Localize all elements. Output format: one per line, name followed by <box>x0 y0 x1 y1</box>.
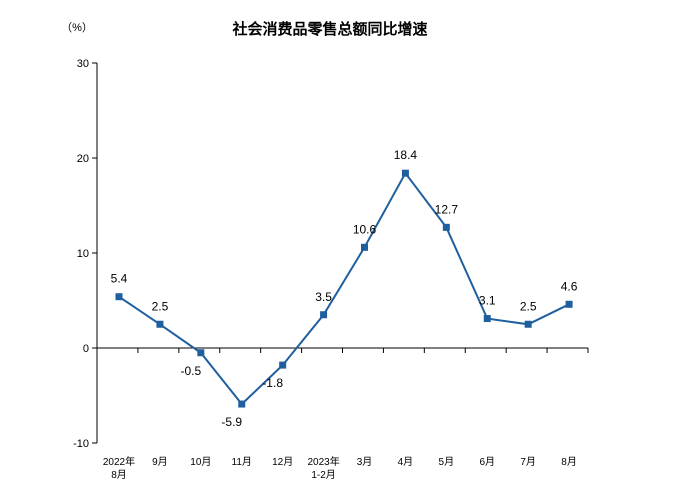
data-label: 18.4 <box>394 148 418 162</box>
data-label: 12.7 <box>435 202 459 216</box>
x-tick-label: 7月 <box>520 456 536 468</box>
data-label: 5.4 <box>111 272 128 286</box>
x-tick-label: 12月 <box>272 456 293 468</box>
y-unit-label: （%） <box>61 21 93 34</box>
y-axis-ticks: -10 0 10 20 30 <box>73 58 97 450</box>
y-tick-label: 10 <box>77 248 89 260</box>
series-markers <box>115 169 573 408</box>
data-point <box>279 361 287 369</box>
x-tick-label: 2023年 <box>307 455 339 468</box>
x-tick-label: 11月 <box>232 456 252 468</box>
data-label: -5.9 <box>221 415 242 429</box>
y-tick-label: 20 <box>77 153 89 165</box>
x-tick-label: 10月 <box>190 456 211 468</box>
x-tick-label: 8月 <box>561 456 577 468</box>
data-label: 2.5 <box>520 299 537 313</box>
data-point <box>361 243 368 251</box>
data-point <box>197 349 205 357</box>
data-label: 10.6 <box>353 222 377 236</box>
x-tick-label: 1-2月 <box>311 469 335 481</box>
data-label: 4.6 <box>561 279 578 293</box>
data-label: 3.1 <box>479 294 496 308</box>
data-point <box>238 400 246 408</box>
series-line <box>118 171 570 406</box>
data-label: -1.8 <box>262 376 283 390</box>
x-tick-label: 6月 <box>479 456 495 468</box>
x-tick-label: 3月 <box>357 456 373 468</box>
x-tick-label: 8月 <box>111 469 127 481</box>
chart-title: 社会消费品零售总额同比增速 <box>231 20 427 38</box>
data-label: 2.5 <box>152 299 169 313</box>
x-tick-label: 5月 <box>439 456 455 468</box>
x-tick-label: 2022年 <box>103 455 135 468</box>
axes <box>96 63 588 443</box>
data-point <box>565 300 573 308</box>
y-tick-label: 30 <box>77 58 89 70</box>
data-point <box>115 293 123 301</box>
data-label: -0.5 <box>180 364 201 378</box>
y-tick-label: 0 <box>83 343 89 355</box>
data-label: 3.5 <box>315 290 332 304</box>
data-point <box>320 311 328 319</box>
data-point <box>156 320 164 328</box>
data-labels: 5.4 2.5 -0.5 -5.9 -1.8 3.5 10.6 18.4 12.7 3.1 2.5 4… <box>111 148 578 429</box>
data-point <box>442 223 450 231</box>
data-point <box>401 169 409 177</box>
data-point <box>483 315 491 323</box>
x-tick-label: 4月 <box>398 456 414 468</box>
x-tick-label: 9月 <box>152 456 168 468</box>
y-tick-label: -10 <box>73 438 89 450</box>
data-point <box>524 320 532 328</box>
